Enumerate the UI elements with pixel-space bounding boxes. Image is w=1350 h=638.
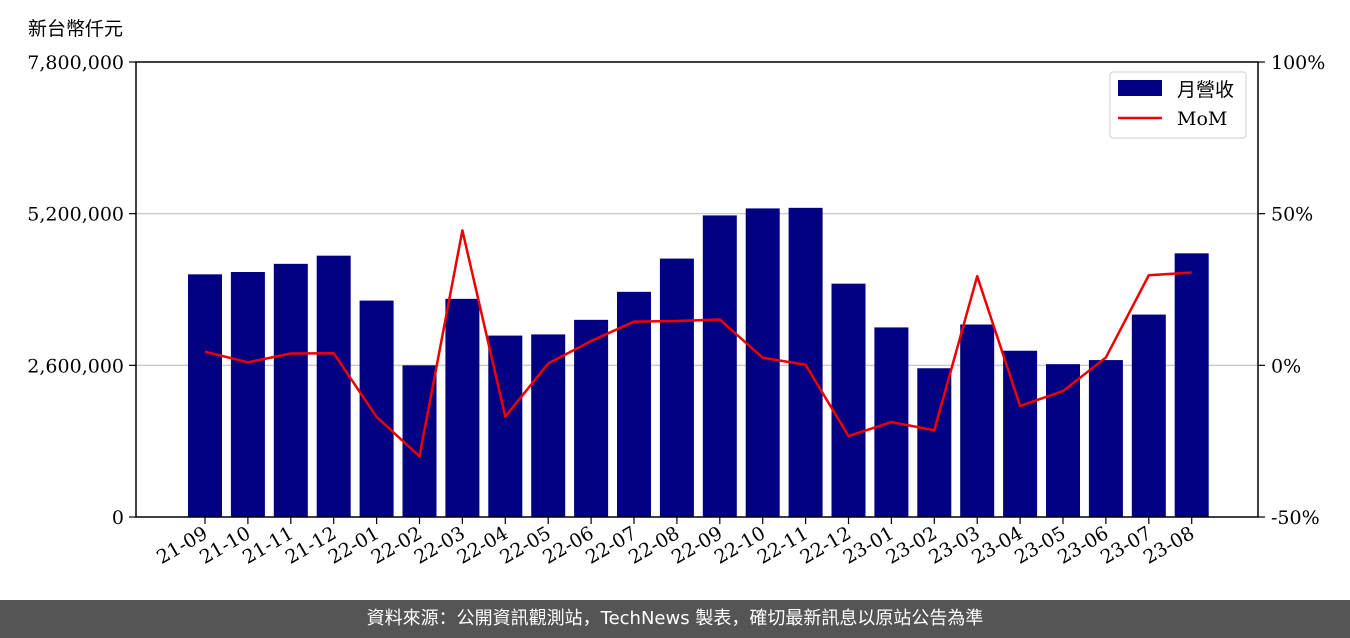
revenue-chart: 0 2,600,000 5,200,000 7,800,000 -50% 0% 50% 10… (27, 52, 1325, 569)
right-axis-tick-label: 50% (1271, 204, 1313, 226)
revenue-bar (960, 324, 995, 517)
left-axis-tick-label: 0 (112, 507, 124, 529)
y-axis-unit-label: 新台幣仟元 (28, 18, 124, 40)
revenue-bar (702, 215, 737, 517)
revenue-bar (359, 300, 394, 517)
legend-label-mom: MoM (1177, 108, 1227, 130)
revenue-bars (188, 207, 1209, 518)
right-axis-tick-label: -50% (1271, 507, 1320, 529)
revenue-bar (445, 298, 480, 517)
plot-frame (135, 61, 1259, 518)
revenue-bar (188, 274, 222, 517)
revenue-bar (831, 283, 866, 517)
revenue-bar (1003, 350, 1038, 517)
left-axis-tick-label: 7,800,000 (27, 52, 124, 74)
left-axis-tick-label: 5,200,000 (27, 204, 124, 226)
revenue-bar (531, 334, 566, 517)
revenue-bar (574, 319, 609, 517)
mom-line (204, 229, 1192, 458)
right-axis-tick-label: 100% (1271, 52, 1325, 74)
revenue-bar (230, 272, 265, 517)
left-axis: 0 2,600,000 5,200,000 7,800,000 (27, 52, 136, 529)
legend-swatch-bar (1118, 80, 1162, 96)
left-axis-tick-label: 2,600,000 (27, 355, 124, 377)
revenue-bar (745, 208, 780, 517)
revenue-bar (273, 263, 308, 517)
source-footer: 資料來源：公開資訊觀測站，TechNews 製表，確切最新訊息以原站公告為準 (0, 600, 1350, 638)
legend: 月營收 MoM (1109, 71, 1247, 139)
mom-line-path (204, 229, 1192, 458)
legend-label-revenue: 月營收 (1177, 79, 1234, 101)
revenue-bar (1088, 360, 1123, 517)
right-axis-tick-label: 0% (1271, 355, 1301, 377)
x-axis-tick-label: 23-08 (1140, 522, 1198, 568)
x-axis: 21-0921-1021-1121-1222-0122-0222-0322-04… (153, 517, 1198, 569)
revenue-bar (1046, 364, 1080, 517)
revenue-bar (1174, 253, 1209, 518)
revenue-bar (316, 255, 351, 517)
right-axis: -50% 0% 50% 100% (1258, 52, 1325, 529)
revenue-bar (617, 291, 651, 517)
revenue-bar (1131, 314, 1166, 517)
revenue-bar (659, 258, 694, 517)
